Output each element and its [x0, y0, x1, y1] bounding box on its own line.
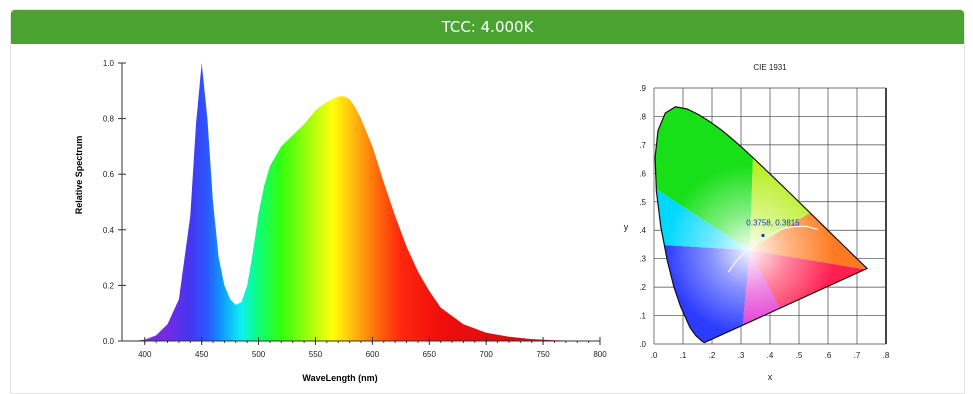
cie-x-tick-label: .6	[825, 351, 832, 360]
spectrum-x-tick-label: 450	[195, 350, 209, 359]
cie-y-tick-label: .5	[639, 198, 646, 207]
spectrum-y-tick-label: 0.0	[103, 337, 115, 346]
cie-y-tick-label: .0	[639, 340, 646, 349]
cie-y-tick-label: .9	[639, 84, 646, 93]
spectrum-y-tick-label: 0.2	[103, 281, 115, 290]
cie-x-tick-label: .2	[709, 351, 716, 360]
cie-planckian-locus	[727, 225, 818, 273]
cie-point-label: 0.3758, 0.3815	[746, 218, 800, 227]
cie-y-tick-label: .6	[639, 169, 646, 178]
spectrum-x-tick-label: 600	[366, 350, 380, 359]
cie-x-tick-label: .1	[680, 351, 687, 360]
cie-tick-labels: .0 .1 .2 .3 .4 .5 .6 .7 .8 .0 .1 .2 .3 .4 .5 .6 .7 .8 .9	[639, 84, 890, 360]
spectrum-axes: 0.0 0.2 0.4 0.6 0.8 1.0 400 450 500 550 600 650 700 7…	[103, 59, 607, 359]
spectrum-y-tick-label: 1.0	[103, 59, 115, 68]
cie-title: CIE 1931	[753, 63, 787, 72]
spectrum-y-tick-label: 0.6	[103, 170, 115, 179]
cie-x-tick-label: .3	[738, 351, 745, 360]
cie-x-axis-label: x	[768, 372, 773, 382]
cie-chart: CIE 1931 0.3758, 0.3815 x y .0 .1 .2 .3 .4 .5…	[624, 63, 890, 382]
spectrum-x-tick-label: 500	[252, 350, 266, 359]
spectrum-y-tick-label: 0.4	[103, 226, 115, 235]
cie-x-tick-label: .5	[796, 351, 803, 360]
cie-y-tick-label: .1	[639, 312, 646, 321]
cie-x-tick-label: .8	[883, 351, 890, 360]
cie-x-tick-label: .0	[651, 351, 658, 360]
spectrum-x-tick-label: 650	[423, 350, 437, 359]
spectrum-x-tick-label: 700	[480, 350, 494, 359]
spectrum-fill	[133, 63, 578, 341]
cie-x-tick-label: .4	[767, 351, 774, 360]
spectrum-x-tick-label: 800	[593, 350, 607, 359]
spectrum-x-tick-label: 750	[536, 350, 550, 359]
cie-y-tick-label: .2	[639, 283, 646, 292]
cie-point-marker	[761, 233, 765, 238]
cie-y-tick-label: .4	[639, 226, 646, 235]
spectrum-x-tick-label: 550	[309, 350, 323, 359]
cie-y-tick-label: .3	[639, 255, 646, 264]
cie-x-tick-label: .7	[854, 351, 861, 360]
spectrum-x-axis-label: WaveLength (nm)	[302, 373, 377, 383]
card-header-title: TCC: 4.000K	[11, 10, 964, 44]
spectrum-x-tick-label: 400	[138, 350, 152, 359]
cie-y-tick-label: .7	[639, 141, 646, 150]
cie-y-axis-label: y	[624, 222, 629, 232]
cie-spectral-locus	[654, 106, 869, 344]
spectrum-y-tick-label: 0.8	[103, 115, 115, 124]
spectrum-chart: 0.0 0.2 0.4 0.6 0.8 1.0 400 450 500 550 600 650 700 7…	[74, 59, 607, 383]
cie-y-tick-label: .8	[639, 112, 646, 121]
spectrum-y-axis-label: Relative Spectrum	[74, 136, 84, 215]
